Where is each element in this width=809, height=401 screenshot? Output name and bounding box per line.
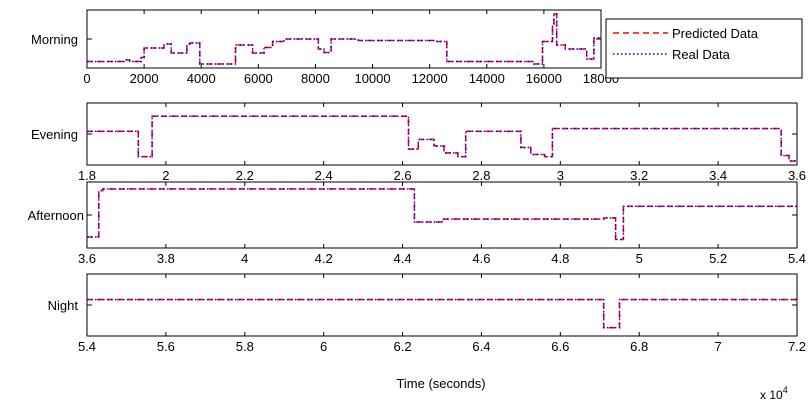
x-tick-label: 5.4 bbox=[788, 251, 806, 266]
x-tick-label: 6000 bbox=[244, 71, 273, 86]
x-tick-label: 6.4 bbox=[472, 339, 490, 354]
x-tick-label: 3 bbox=[557, 168, 564, 183]
x-tick-label: 2.8 bbox=[472, 168, 490, 183]
legend-real-label: Real Data bbox=[672, 47, 731, 62]
panel-morning: 0 2000 4000 6000 8000 10000 12000 14000 16000 180… bbox=[31, 9, 619, 86]
x-tick-label: 5.8 bbox=[236, 339, 254, 354]
series-line-real bbox=[87, 13, 601, 65]
x-tick-label: 2.4 bbox=[315, 168, 333, 183]
axes-box bbox=[86, 273, 798, 337]
x-tick-label: 6.6 bbox=[551, 339, 569, 354]
x-tick-label: 3.6 bbox=[788, 168, 806, 183]
series-line-real bbox=[87, 188, 797, 241]
axes-box bbox=[86, 102, 798, 166]
x-tick-label: 4.8 bbox=[551, 251, 569, 266]
x-tick-label: 12000 bbox=[412, 71, 448, 86]
x-tick-label: 14000 bbox=[469, 71, 505, 86]
legend-predicted-label: Predicted Data bbox=[672, 26, 759, 41]
x-axis-label: Time (seconds) bbox=[396, 376, 485, 391]
series-line-predicted bbox=[87, 13, 601, 65]
x-tick-label: 6.2 bbox=[394, 339, 412, 354]
chart-panels: 0 2000 4000 6000 8000 10000 12000 14000 16000 180… bbox=[28, 9, 806, 354]
x-tick-label: 7 bbox=[714, 339, 721, 354]
x-tick-label: 4 bbox=[241, 251, 248, 266]
x-tick-label: 5.6 bbox=[157, 339, 175, 354]
series-line-real bbox=[87, 298, 797, 329]
x-tick-label: 3.8 bbox=[157, 251, 175, 266]
x-tick-label: 6.8 bbox=[630, 339, 648, 354]
x-tick-label: 2 bbox=[162, 168, 169, 183]
x-tick-label: 4000 bbox=[187, 71, 216, 86]
series-line-real bbox=[87, 115, 797, 162]
series-line-predicted bbox=[87, 298, 797, 329]
panel-night: 5.4 5.6 5.8 6 6.2 6.4 6.6 6.8 7 7.2 Night bbox=[48, 273, 806, 354]
x-tick-label: 4.2 bbox=[315, 251, 333, 266]
x-tick-label: 5.4 bbox=[78, 339, 96, 354]
x-tick-label: 3.6 bbox=[78, 251, 96, 266]
x-tick-label: 5.2 bbox=[709, 251, 727, 266]
x-tick-label: 1.8 bbox=[78, 168, 96, 183]
x-tick-label: 3.2 bbox=[630, 168, 648, 183]
x-tick-label: 4.4 bbox=[394, 251, 412, 266]
x-tick-label: 2000 bbox=[130, 71, 159, 86]
x-tick-label: 4.6 bbox=[472, 251, 490, 266]
series-line-predicted bbox=[87, 115, 797, 162]
panel-evening: 1.8 2 2.2 2.4 2.6 2.8 3 3.2 3.4 3.6 Evening bbox=[31, 102, 806, 183]
legend: Predicted Data Real Data bbox=[605, 18, 803, 79]
x-tick-label: 0 bbox=[83, 71, 90, 86]
y-axis-label-evening: Evening bbox=[31, 127, 78, 142]
x-tick-label: 2.6 bbox=[394, 168, 412, 183]
panel-afternoon: 3.6 3.8 4 4.2 4.4 4.6 4.8 5 5.2 5.4 Afternoon bbox=[28, 181, 806, 266]
x-exponent-base: x 10 bbox=[760, 388, 783, 401]
x-tick-label: 10000 bbox=[354, 71, 390, 86]
x-tick-label: 6 bbox=[320, 339, 327, 354]
x-exponent-label: x 104 bbox=[760, 385, 788, 401]
x-tick-label: 2.2 bbox=[236, 168, 254, 183]
y-axis-label-afternoon: Afternoon bbox=[28, 208, 84, 223]
x-exponent-power: 4 bbox=[783, 385, 788, 395]
x-tick-label: 5 bbox=[636, 251, 643, 266]
axes-box bbox=[86, 181, 798, 249]
x-tick-label: 8000 bbox=[301, 71, 330, 86]
x-tick-label: 7.2 bbox=[788, 339, 806, 354]
y-axis-label-morning: Morning bbox=[31, 32, 78, 47]
y-axis-label-night: Night bbox=[48, 298, 79, 313]
series-line-predicted bbox=[87, 188, 797, 241]
legend-box bbox=[605, 18, 803, 79]
x-tick-label: 16000 bbox=[526, 71, 562, 86]
x-tick-label: 3.4 bbox=[709, 168, 727, 183]
